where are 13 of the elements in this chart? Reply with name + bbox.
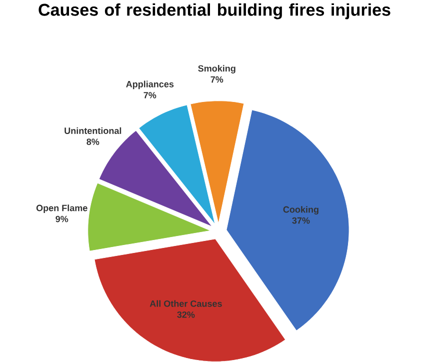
chart-title: Causes of residential building fires injuries <box>38 3 390 20</box>
data-label: 7% <box>210 76 224 83</box>
slice-label: Smoking <box>198 65 236 74</box>
slice-label: Cooking <box>283 206 318 215</box>
slice-label: Unintentional <box>64 127 122 134</box>
data-label: 9% <box>56 216 68 222</box>
slice-label: All Other Causes <box>150 300 222 307</box>
data-label: 8% <box>86 138 100 146</box>
data-label: 7% <box>144 92 156 98</box>
slice-label: Appliances <box>126 80 174 90</box>
slice-label: Open Flame <box>36 204 88 214</box>
data-label: 32% <box>177 312 195 318</box>
data-label: 37% <box>292 217 310 224</box>
